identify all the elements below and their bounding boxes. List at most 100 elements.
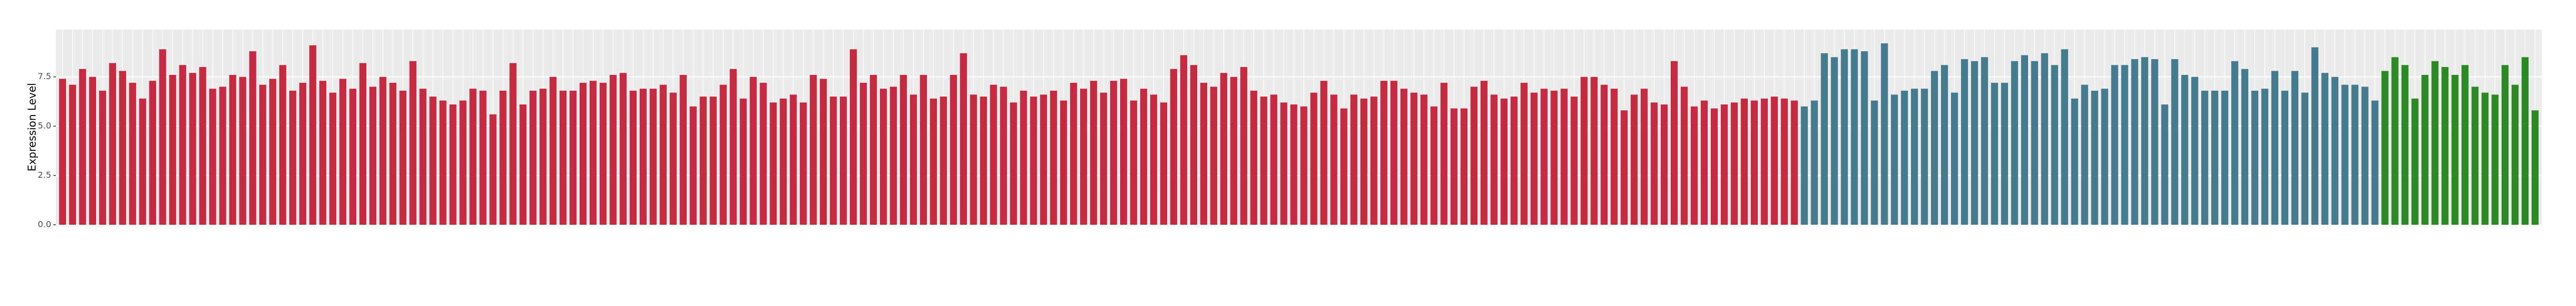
bar xyxy=(2511,84,2519,225)
bar xyxy=(800,102,807,225)
bar xyxy=(419,89,427,225)
bar xyxy=(2011,61,2019,225)
bar xyxy=(2231,61,2239,225)
bar xyxy=(2241,69,2249,225)
bar xyxy=(1931,71,1938,225)
bar xyxy=(1631,94,1638,225)
bar xyxy=(1590,77,1598,225)
bar xyxy=(1510,97,1518,225)
bar xyxy=(2131,59,2138,225)
bar xyxy=(449,104,457,225)
bar xyxy=(719,84,727,225)
bar xyxy=(2001,82,2009,225)
y-tick-label: 7.5 xyxy=(38,71,51,81)
bar xyxy=(2451,74,2459,225)
bar xyxy=(1160,102,1168,225)
bar xyxy=(1380,81,1388,225)
bar xyxy=(1991,82,1999,225)
bar xyxy=(940,97,947,225)
bar xyxy=(1801,106,1808,225)
bar xyxy=(2321,73,2328,225)
bar xyxy=(1911,89,1918,225)
bar xyxy=(1420,94,1428,225)
bar xyxy=(1020,90,1027,225)
bar xyxy=(1240,67,1247,225)
bar xyxy=(1030,97,1037,225)
bar xyxy=(1090,81,1097,225)
bar xyxy=(2401,65,2409,225)
bar xyxy=(2181,74,2189,225)
bar xyxy=(2331,77,2338,225)
bar xyxy=(149,81,156,225)
bar xyxy=(129,82,136,225)
bar xyxy=(1200,82,1207,225)
bar xyxy=(1040,94,1047,225)
bar xyxy=(1781,98,1788,225)
bar xyxy=(780,98,787,225)
bar xyxy=(2261,89,2269,225)
bar xyxy=(1791,100,1798,225)
y-tick-label: 2.5 xyxy=(38,170,51,180)
y-tick-label: 5.0 xyxy=(38,121,51,131)
bar xyxy=(1690,106,1698,225)
bar xyxy=(469,89,477,225)
bar xyxy=(319,81,327,225)
bar xyxy=(1360,98,1368,225)
bar xyxy=(2061,49,2068,225)
bar xyxy=(1310,92,1318,225)
bar xyxy=(479,90,487,225)
bar xyxy=(1130,100,1138,225)
bar xyxy=(750,77,757,225)
bar xyxy=(1230,77,1237,225)
bar xyxy=(1530,92,1538,225)
bar xyxy=(679,74,687,225)
bar xyxy=(379,77,386,225)
bar xyxy=(920,74,927,225)
bar xyxy=(1300,106,1308,225)
bar xyxy=(1250,90,1257,225)
bar xyxy=(509,63,517,225)
bar xyxy=(339,79,347,225)
bar xyxy=(2531,110,2539,225)
bar xyxy=(1330,94,1338,225)
bar xyxy=(1280,102,1287,225)
bar xyxy=(539,89,547,225)
bar xyxy=(2041,53,2048,225)
bar xyxy=(159,49,166,225)
bar xyxy=(820,79,827,225)
bar xyxy=(2021,55,2029,225)
bar xyxy=(1740,98,1748,225)
bar xyxy=(399,90,406,225)
bar xyxy=(59,79,67,225)
bar xyxy=(1000,87,1007,225)
bar xyxy=(1410,92,1418,225)
bar xyxy=(1921,89,1928,225)
bar xyxy=(2031,61,2038,225)
bar xyxy=(1290,104,1298,225)
bar xyxy=(879,89,887,225)
bar xyxy=(1320,81,1328,225)
bar xyxy=(1500,98,1508,225)
bar xyxy=(1120,79,1128,225)
bar xyxy=(219,87,226,225)
bar xyxy=(2161,104,2168,225)
bar xyxy=(179,65,186,225)
bar xyxy=(99,90,106,225)
bar xyxy=(1080,89,1087,225)
bar xyxy=(2101,89,2108,225)
bar xyxy=(2291,71,2299,225)
bar xyxy=(429,97,437,225)
bar xyxy=(2191,77,2199,225)
bar xyxy=(569,90,577,225)
bar xyxy=(1821,53,1828,225)
bar xyxy=(1460,108,1468,225)
bar xyxy=(1430,106,1438,225)
bar xyxy=(1811,100,1818,225)
bar xyxy=(1370,97,1378,225)
bar xyxy=(2301,92,2308,225)
bar xyxy=(369,87,376,225)
bar xyxy=(770,102,777,225)
bar xyxy=(1570,97,1578,225)
bar xyxy=(2471,87,2479,225)
bar xyxy=(2482,92,2489,225)
